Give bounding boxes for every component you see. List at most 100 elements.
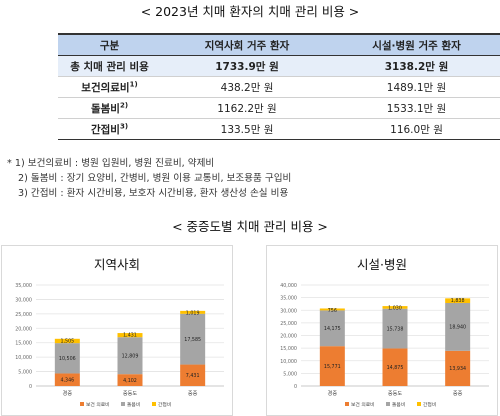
cell-community: 133.5만 원 [161, 118, 333, 140]
table-row: 돌봄비2) 1162.2만 원 1533.1만 원 [58, 97, 500, 119]
x-tick-label: 중등도 [123, 390, 138, 397]
header-community: 지역사회 거주 환자 [161, 33, 333, 56]
cell-facility: 1533.1만 원 [333, 97, 500, 119]
bar-segment [117, 337, 143, 375]
table-row: 총 치매 관리 비용 1733.9만 원 3138.2만 원 [58, 55, 500, 77]
data-label: 1,019 [186, 310, 200, 316]
x-tick-label: 중등도 [388, 390, 403, 397]
chart-panel-facility: 시설·병원 0 5,000 10,000 15,000 20,000 25,000 30,0… [266, 245, 498, 416]
chart-panel-community: 지역사회 0 5,000 10,000 15,000 20,000 25,000 30,00… [1, 245, 233, 416]
legend-swatch [121, 402, 125, 406]
legend-label: 간접비 [158, 401, 171, 408]
data-label: 15,738 [387, 326, 404, 332]
chart-title: 지역사회 [93, 257, 140, 272]
bar-segment [319, 308, 345, 311]
x-tick-label: 경증 [63, 390, 73, 397]
table-row: 보건의료비1) 438.2만 원 1489.1만 원 [58, 76, 500, 98]
data-label: 14,875 [387, 365, 404, 371]
legend-label: 보건 의료비 [351, 401, 375, 408]
row-label: 간접비3) [58, 118, 161, 140]
data-label: 4,346 [60, 378, 74, 384]
cell-community: 438.2만 원 [161, 76, 333, 98]
x-tick-label: 중증 [453, 390, 463, 397]
legend-label: 보건 의료비 [86, 401, 110, 408]
stacked-bar-chart-facility: 0 5,000 10,000 15,000 20,000 25,000 30,000 35,0… [280, 283, 489, 408]
bar-segment [319, 310, 345, 347]
data-label: 17,585 [184, 337, 201, 343]
y-tick-label: 15,000 [15, 341, 32, 347]
legend-swatch [386, 402, 390, 406]
y-tick-label: 30,000 [280, 308, 297, 314]
cell-community: 1162.2만 원 [161, 97, 333, 119]
y-tick-label: 10,000 [280, 359, 297, 365]
cell-facility: 1489.1만 원 [333, 76, 500, 98]
data-label: 14,175 [324, 326, 341, 332]
legend-swatch [152, 402, 156, 406]
bar-segment [180, 364, 206, 386]
bar-segment [180, 310, 206, 314]
table-header-row: 구분 지역사회 거주 환자 시설·병원 거주 환자 [58, 33, 500, 56]
y-tick-label: 25,000 [280, 321, 297, 327]
bar-segment [54, 343, 80, 374]
x-tick-label: 중증 [188, 390, 198, 397]
legend-label: 돌봄비 [392, 401, 405, 408]
bar-segment [319, 346, 345, 386]
data-label: 1,505 [60, 338, 74, 344]
legend-swatch [417, 402, 421, 406]
legend-swatch [345, 402, 349, 406]
bar-segment [117, 333, 143, 338]
page-title: < 2023년 치매 환자의 치매 관리 비용 > [140, 4, 360, 19]
y-tick-label: 25,000 [15, 312, 32, 318]
y-tick-label: 35,000 [15, 283, 32, 289]
legend-label: 돌봄비 [127, 401, 140, 408]
data-label: 756 [328, 308, 337, 314]
row-label: 돌봄비2) [58, 97, 161, 119]
bar-segment [445, 298, 471, 303]
y-tick-label: 5,000 [18, 370, 32, 376]
data-label: 7,431 [186, 373, 200, 379]
data-label: 1,838 [451, 298, 465, 304]
bar-segment [445, 302, 471, 351]
bar-segment [382, 348, 408, 386]
data-label: 12,809 [122, 353, 139, 359]
bar-segment [117, 374, 143, 386]
bar-segment [54, 338, 80, 344]
footnote: 2) 돌봄비 : 장기 요양비, 간병비, 병원 이용 교통비, 보조용품 구입… [18, 173, 292, 184]
footnote: * 1) 보건의료비 : 병원 입원비, 병원 진료비, 약제비 [7, 158, 215, 169]
cell-facility: 116.0만 원 [333, 118, 500, 140]
row-label: 총 치매 관리 비용 [58, 55, 161, 77]
data-label: 13,934 [449, 366, 466, 372]
cost-table: 구분 지역사회 거주 환자 시설·병원 거주 환자 총 치매 관리 비용 173… [58, 33, 500, 140]
data-label: 15,771 [324, 364, 341, 370]
bar-segment [54, 373, 80, 386]
row-label: 보건의료비1) [58, 76, 161, 98]
y-tick-label: 0 [294, 384, 297, 390]
x-tick-label: 경증 [328, 390, 338, 397]
cell-community: 1733.9만 원 [161, 55, 333, 77]
bar-segment [382, 306, 408, 309]
y-tick-label: 35,000 [280, 296, 297, 302]
data-label: 10,506 [59, 356, 76, 362]
y-tick-label: 0 [29, 384, 32, 390]
legend-swatch [80, 402, 84, 406]
y-tick-label: 20,000 [280, 334, 297, 340]
y-tick-label: 5,000 [283, 371, 297, 377]
y-tick-label: 30,000 [15, 297, 32, 303]
data-label: 4,102 [123, 378, 137, 384]
bar-segment [445, 350, 471, 386]
y-tick-label: 40,000 [280, 283, 297, 289]
legend-label: 간접비 [423, 401, 436, 408]
footnotes: * 1) 보건의료비 : 병원 입원비, 병원 진료비, 약제비 2) 돌봄비 … [7, 156, 291, 201]
data-label: 1,030 [388, 306, 402, 312]
bar-segment [382, 308, 408, 349]
y-tick-label: 15,000 [280, 346, 297, 352]
data-label: 18,940 [449, 325, 466, 331]
table-row: 간접비3) 133.5만 원 116.0만 원 [58, 118, 500, 140]
footnote: 3) 간접비 : 환자 시간비용, 보호자 시간비용, 환자 생산성 손실 비용 [18, 188, 289, 199]
bar-segment [180, 313, 206, 365]
stacked-bar-chart-community: 0 5,000 10,000 15,000 20,000 25,000 30,000 35,0… [15, 283, 224, 408]
y-tick-label: 10,000 [15, 355, 32, 361]
cell-facility: 3138.2만 원 [333, 55, 500, 77]
section-title: < 중증도별 치매 관리 비용 > [172, 219, 328, 234]
data-label: 1,431 [123, 333, 137, 339]
